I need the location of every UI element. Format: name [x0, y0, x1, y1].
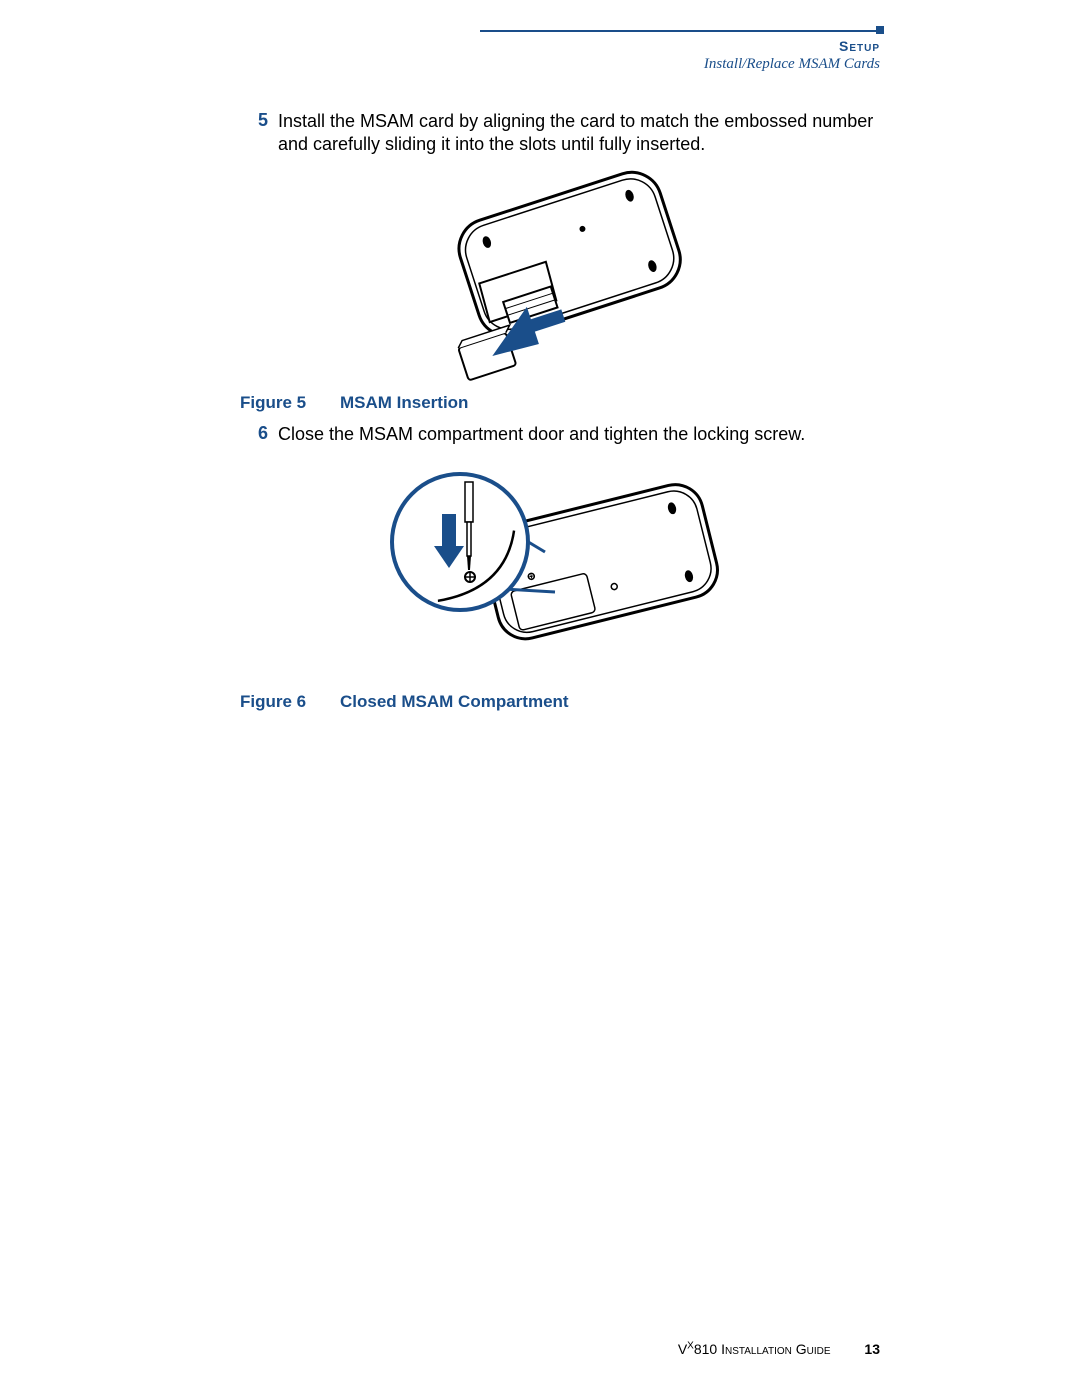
step-number: 5	[240, 110, 278, 131]
footer-guide-prefix: V	[678, 1341, 687, 1357]
figure-5-illustration	[240, 163, 880, 383]
step-5: 5 Install the MSAM card by aligning the …	[240, 110, 880, 157]
step-number: 6	[240, 423, 278, 444]
step-text: Install the MSAM card by aligning the ca…	[278, 110, 880, 157]
step-6: 6 Close the MSAM compartment door and ti…	[240, 423, 880, 446]
header-rule-endcap	[876, 26, 884, 34]
footer-guide: VX810 Installation Guide	[678, 1341, 835, 1357]
content: 5 Install the MSAM card by aligning the …	[240, 110, 880, 722]
header-section: Setup	[704, 38, 880, 54]
footer-guide-super: X	[687, 1340, 694, 1351]
page-number: 13	[864, 1341, 880, 1357]
running-header: Setup Install/Replace MSAM Cards	[704, 38, 880, 73]
footer: VX810 Installation Guide 13	[678, 1340, 880, 1357]
step-text: Close the MSAM compartment door and tigh…	[278, 423, 880, 446]
footer-guide-rest: 810 Installation Guide	[694, 1341, 831, 1357]
header-subsection: Install/Replace MSAM Cards	[704, 56, 880, 73]
figure-label: Figure 5	[240, 393, 340, 413]
figure-label: Figure 6	[240, 692, 340, 712]
closed-compartment-diagram	[360, 452, 760, 682]
figure-title: MSAM Insertion	[340, 393, 880, 413]
figure-6-illustration	[240, 452, 880, 682]
figure-5-caption: Figure 5 MSAM Insertion	[240, 393, 880, 413]
figure-title: Closed MSAM Compartment	[340, 692, 880, 712]
figure-6-caption: Figure 6 Closed MSAM Compartment	[240, 692, 880, 712]
page: Setup Install/Replace MSAM Cards 5 Insta…	[0, 0, 1080, 1397]
header-rule	[480, 30, 880, 32]
msam-insertion-diagram	[400, 163, 720, 383]
